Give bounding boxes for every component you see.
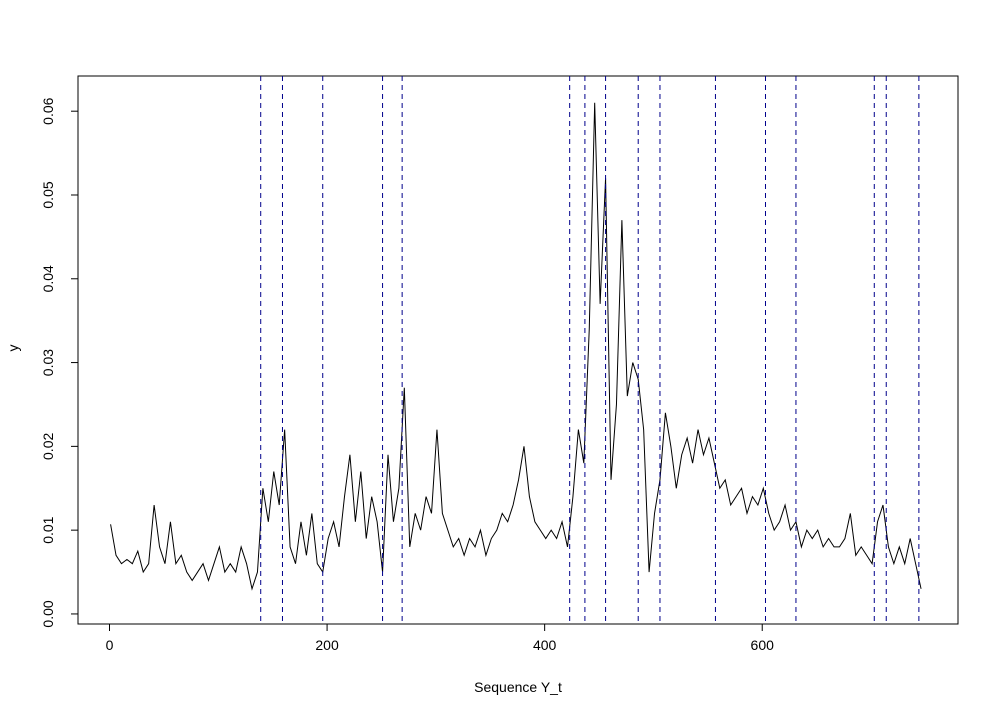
x-axis-label: Sequence Y_t xyxy=(474,679,562,695)
y-tick-label: 0.05 xyxy=(40,181,56,208)
series-line xyxy=(110,102,922,591)
y-tick-label: 0.00 xyxy=(40,600,56,627)
y-tick-label: 0.01 xyxy=(40,516,56,543)
x-tick-label: 400 xyxy=(533,637,557,653)
x-tick-label: 200 xyxy=(315,637,339,653)
y-axis-label: y xyxy=(5,345,21,352)
y-tick-label: 0.04 xyxy=(40,265,56,292)
x-tick-label: 0 xyxy=(106,637,114,653)
y-tick-label: 0.06 xyxy=(40,97,56,124)
y-tick-label: 0.02 xyxy=(40,433,56,460)
x-tick-label: 600 xyxy=(751,637,775,653)
plot-frame xyxy=(77,75,959,625)
y-tick-label: 0.03 xyxy=(40,349,56,376)
